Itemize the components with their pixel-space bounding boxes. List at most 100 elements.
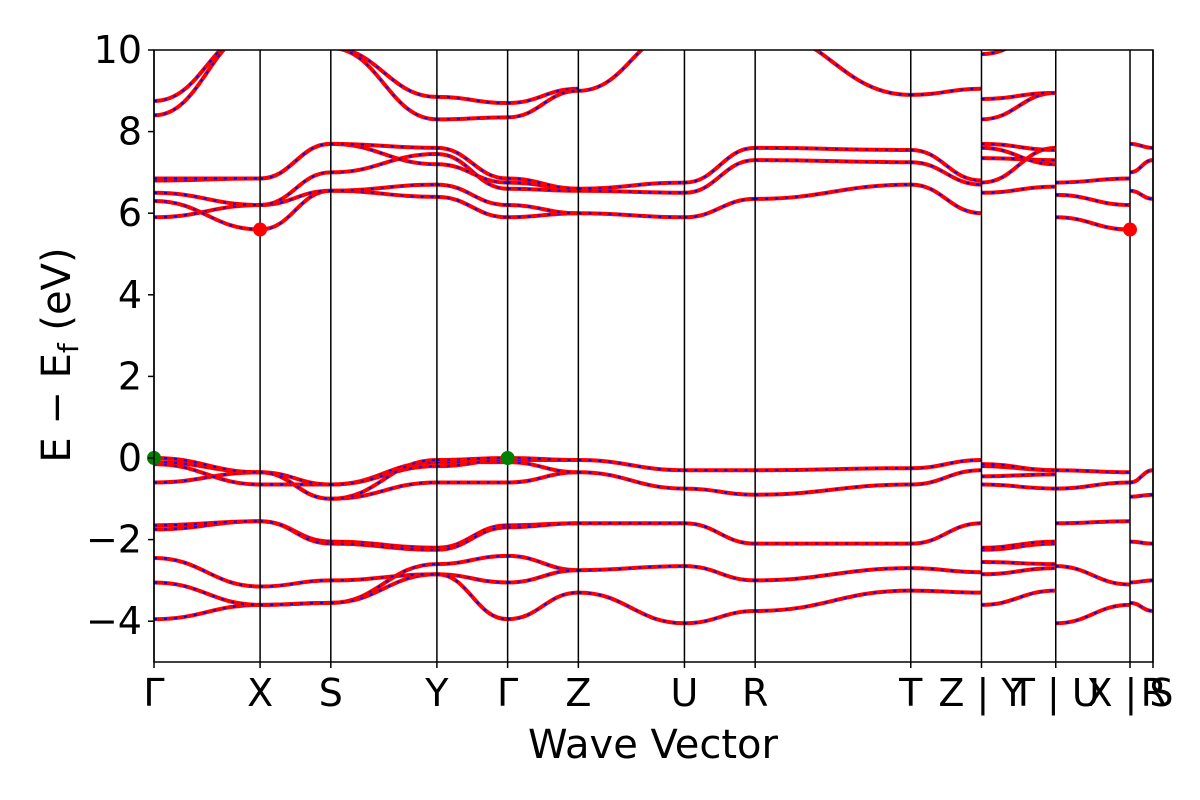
band-line-dashed	[1130, 579, 1153, 584]
band-line-dashed	[1130, 493, 1153, 498]
band-line-dashed	[260, 142, 331, 180]
band-line	[154, 602, 261, 622]
band-line	[910, 160, 982, 187]
band-line-dashed	[330, 189, 437, 198]
x-tick-label: U	[671, 671, 699, 715]
band-line-dashed	[330, 142, 437, 149]
y-axis-title-main: E − E	[34, 353, 80, 463]
band-line	[507, 590, 579, 622]
band-line	[981, 462, 1056, 473]
x-tick-label: X	[247, 671, 273, 715]
y-axis-ticks: −4 −2 0 2 4 6 8 10	[86, 28, 154, 643]
band-line	[260, 470, 331, 501]
band-line	[1129, 158, 1153, 175]
y-axis-title-subscript: f	[52, 342, 85, 353]
x-tick-label: T	[898, 671, 923, 715]
band-line-dashed	[1129, 142, 1153, 149]
x-tick-label: Y	[424, 671, 449, 715]
band-line-dashed	[684, 146, 756, 184]
x-tick-label: Z	[565, 671, 591, 715]
band-line	[154, 50, 224, 103]
band-line	[331, 50, 437, 99]
band-line-dashed	[684, 159, 756, 194]
band-line	[578, 458, 685, 473]
y-tick-label: −2	[86, 518, 142, 562]
bands-layer	[154, 50, 1153, 626]
band-line	[1055, 602, 1131, 626]
band-line	[981, 560, 1056, 567]
band-line	[755, 482, 911, 497]
y-tick-label: 8	[118, 110, 142, 154]
band-line-dashed	[755, 567, 911, 582]
band-line-dashed	[507, 457, 579, 462]
vbm-marker	[500, 451, 515, 465]
band-line	[684, 196, 756, 220]
band-line	[507, 176, 579, 191]
band-line-dashed	[755, 483, 911, 496]
band-line	[507, 470, 579, 485]
band-line	[154, 462, 261, 487]
band-line	[910, 86, 982, 97]
band-line	[436, 194, 508, 220]
band-line-dashed	[1129, 159, 1153, 174]
band-line	[684, 564, 756, 583]
band-line-dashed	[578, 181, 685, 190]
x-tick-label: R	[742, 671, 768, 715]
band-line-dashed	[436, 116, 508, 121]
band-line-dashed	[330, 183, 437, 192]
cbm-marker	[253, 222, 268, 237]
band-line	[910, 521, 982, 546]
band-line	[154, 580, 261, 607]
x-tick-label: R	[1141, 671, 1167, 715]
band-line	[755, 566, 911, 583]
band-line	[507, 553, 579, 573]
band-line-dashed	[910, 567, 982, 574]
band-line	[578, 590, 685, 626]
x-tick-label: S	[319, 671, 343, 715]
band-line-dashed	[1129, 469, 1153, 484]
band-line	[981, 184, 1056, 195]
band-line-dashed	[1129, 601, 1153, 612]
band-line	[1055, 176, 1131, 185]
band-line	[1055, 192, 1131, 208]
band-line	[1129, 468, 1153, 485]
band-line-dashed	[755, 467, 911, 472]
band-line-dashed	[330, 540, 437, 549]
band-line	[436, 458, 508, 469]
y-tick-label: 4	[118, 273, 142, 317]
band-line	[755, 588, 911, 613]
band-line-dashed	[330, 459, 437, 500]
band-line	[507, 86, 579, 106]
band-line-dashed	[910, 589, 982, 594]
band-line	[910, 147, 982, 183]
band-line	[436, 572, 508, 622]
y-tick-label: 2	[118, 354, 142, 398]
band-line	[812, 50, 911, 97]
band-line	[330, 562, 437, 605]
band-line	[578, 470, 685, 491]
band-line	[154, 190, 261, 208]
band-line	[981, 588, 1056, 607]
band-line-dashed	[578, 212, 685, 219]
band-line	[507, 568, 579, 585]
x-tick-label: T | U	[1011, 671, 1100, 716]
band-line	[154, 555, 261, 589]
band-line	[910, 458, 982, 471]
band-line	[981, 566, 1056, 577]
band-line	[436, 145, 508, 181]
band-line	[910, 182, 982, 216]
band-line	[436, 182, 508, 208]
high-symmetry-lines	[153, 50, 1154, 662]
cbm-marker	[1123, 222, 1138, 237]
x-tick-label: X | S	[1086, 671, 1173, 716]
band-line	[436, 94, 508, 106]
band-line	[981, 541, 1056, 552]
band-line-dashed	[1129, 189, 1153, 200]
band-line	[981, 156, 1056, 163]
band-line	[507, 88, 579, 120]
band-line-dashed	[507, 522, 579, 529]
y-axis-title: E − Ef (eV)	[34, 247, 85, 462]
band-line	[260, 519, 331, 546]
band-line	[260, 578, 331, 589]
